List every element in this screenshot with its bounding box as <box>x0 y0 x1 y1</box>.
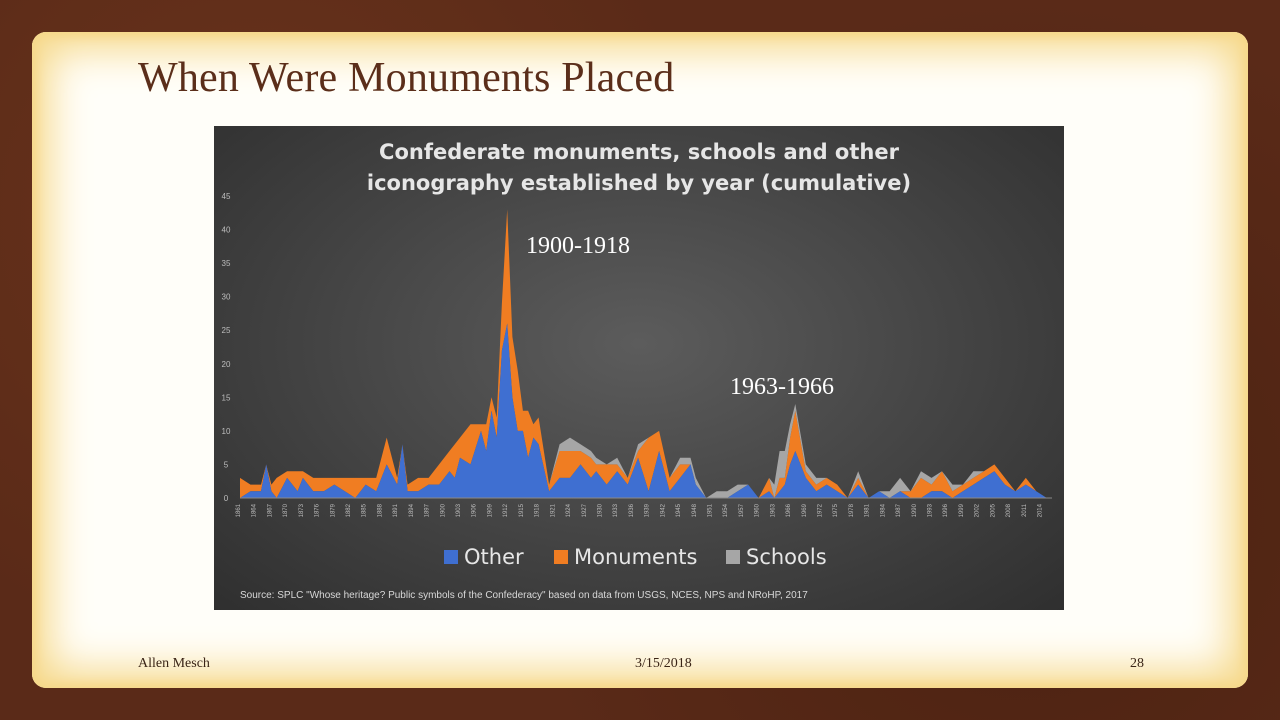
footer-author: Allen Mesch <box>138 656 210 671</box>
x-tick-label: 2008 <box>1006 503 1012 517</box>
x-tick-label: 1948 <box>692 503 698 517</box>
chart-areas <box>240 209 1052 499</box>
x-tick-label: 1876 <box>315 503 321 517</box>
x-tick-label: 1918 <box>535 503 541 517</box>
x-tick-label: 1927 <box>582 503 588 517</box>
x-tick-label: 1999 <box>959 503 965 517</box>
x-tick-label: 1861 <box>236 503 242 517</box>
x-tick-label: 1870 <box>283 503 289 517</box>
y-tick-label: 45 <box>222 192 231 201</box>
x-tick-label: 1912 <box>503 503 509 517</box>
x-tick-label: 1891 <box>393 503 399 517</box>
x-tick-label: 1930 <box>597 503 603 517</box>
chart-title-line-2: iconography established by year (cumulat… <box>367 171 911 195</box>
chart-title-line-1: Confederate monuments, schools and other <box>379 140 900 164</box>
x-tick-label: 1933 <box>613 503 619 517</box>
annotation-label-1: 1900-1918 <box>526 233 630 259</box>
x-tick-label: 1882 <box>346 503 352 517</box>
y-tick-label: 25 <box>222 326 231 335</box>
y-tick-label: 20 <box>222 360 231 369</box>
x-tick-label: 1984 <box>880 503 886 517</box>
x-tick-label: 1978 <box>849 503 855 517</box>
x-tick-label: 1987 <box>896 503 902 517</box>
y-tick-label: 40 <box>222 226 231 235</box>
slide-title: When Were Monuments Placed <box>138 55 675 101</box>
y-tick-label: 5 <box>224 460 229 469</box>
legend-label-monuments: Monuments <box>574 545 697 569</box>
x-tick-label: 1885 <box>362 503 368 517</box>
chart-legend: Other Monuments Schools <box>444 545 827 569</box>
footer-page-number: 28 <box>1130 656 1144 671</box>
y-tick-label: 10 <box>222 427 231 436</box>
y-tick-label: 35 <box>222 259 231 268</box>
x-tick-label: 2014 <box>1038 503 1044 517</box>
x-tick-label: 1966 <box>786 503 792 517</box>
y-tick-label: 30 <box>222 293 231 302</box>
x-tick-label: 1942 <box>660 503 666 517</box>
legend-swatch-monuments <box>554 550 568 564</box>
legend-label-schools: Schools <box>746 545 827 569</box>
chart-title-group: Confederate monuments, schools and other… <box>367 140 911 195</box>
chart-image: Confederate monuments, schools and other… <box>214 126 1064 610</box>
x-tick-label: 1903 <box>456 503 462 517</box>
x-tick-label: 1894 <box>409 503 415 517</box>
x-tick-label: 2005 <box>990 503 996 517</box>
y-tick-label: 0 <box>224 494 229 503</box>
x-tick-label: 1873 <box>299 503 305 517</box>
area-series-monuments <box>240 209 1047 498</box>
x-tick-label: 1996 <box>943 503 949 517</box>
chart-source-note: Source: SPLC "Whose heritage? Public sym… <box>240 590 808 601</box>
x-tick-label: 1954 <box>723 503 729 517</box>
legend-swatch-other <box>444 550 458 564</box>
x-tick-label: 1993 <box>928 503 934 517</box>
x-tick-label: 1981 <box>865 503 871 517</box>
x-tick-label: 1969 <box>802 503 808 517</box>
x-tick-label: 1879 <box>330 503 336 517</box>
x-tick-label: 1900 <box>440 503 446 517</box>
x-tick-label: 1921 <box>550 503 556 517</box>
annotation-label-2: 1963-1966 <box>730 374 834 400</box>
x-tick-label: 1924 <box>566 503 572 517</box>
x-tick-label: 1897 <box>425 503 431 517</box>
x-tick-label: 1906 <box>472 503 478 517</box>
x-tick-label: 1945 <box>676 503 682 517</box>
x-tick-label: 1975 <box>833 503 839 517</box>
x-tick-label: 2002 <box>975 503 981 517</box>
x-tick-label: 1915 <box>519 503 525 517</box>
x-axis: 1861 1864 1867 1870 1873 1876 1879 1882 1885 1888… <box>236 503 1044 517</box>
x-tick-label: 1864 <box>252 503 258 517</box>
y-tick-label: 15 <box>222 393 231 402</box>
x-tick-label: 1972 <box>817 503 823 517</box>
x-tick-label: 2011 <box>1022 503 1028 517</box>
x-tick-label: 1909 <box>487 503 493 517</box>
x-tick-label: 1936 <box>629 503 635 517</box>
x-tick-label: 1990 <box>912 503 918 517</box>
x-tick-label: 1951 <box>707 503 713 517</box>
x-tick-label: 1888 <box>377 503 383 517</box>
y-axis: 0 5 10 15 20 25 30 35 40 45 <box>222 192 231 503</box>
x-tick-label: 1957 <box>739 503 745 517</box>
x-tick-label: 1867 <box>267 503 273 517</box>
x-tick-label: 1963 <box>770 503 776 517</box>
chart-svg: Confederate monuments, schools and other… <box>222 140 1052 601</box>
x-tick-label: 1939 <box>645 503 651 517</box>
slide: When Were Monuments Placed Confederate m… <box>32 32 1248 688</box>
x-tick-label: 1960 <box>755 503 761 517</box>
legend-label-other: Other <box>464 545 524 569</box>
legend-swatch-schools <box>726 550 740 564</box>
footer-date: 3/15/2018 <box>635 656 692 671</box>
